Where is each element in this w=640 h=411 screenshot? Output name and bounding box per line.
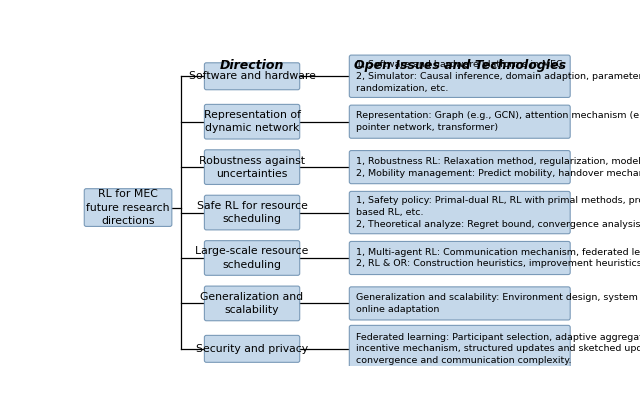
Text: Open Issues and Technologies: Open Issues and Technologies	[354, 58, 566, 72]
FancyBboxPatch shape	[204, 335, 300, 363]
FancyBboxPatch shape	[204, 63, 300, 90]
FancyBboxPatch shape	[349, 241, 570, 275]
Text: Federated learning: Participant selection, adaptive aggregation,
incentive mecha: Federated learning: Participant selectio…	[356, 332, 640, 365]
Text: 1, Multi-agent RL: Communication mechanism, federated learning
2, RL & OR: Const: 1, Multi-agent RL: Communication mechani…	[356, 247, 640, 268]
Text: Large-scale resource
scheduling: Large-scale resource scheduling	[195, 246, 308, 270]
FancyBboxPatch shape	[349, 150, 570, 184]
Text: Generalization and scalability: Environment design, system learning,
online adap: Generalization and scalability: Environm…	[356, 293, 640, 314]
FancyBboxPatch shape	[349, 326, 570, 372]
FancyBboxPatch shape	[204, 150, 300, 185]
Text: Security and privacy: Security and privacy	[196, 344, 308, 354]
FancyBboxPatch shape	[349, 55, 570, 97]
Text: 1, Robustness RL: Relaxation method, regularization, model estimation.
2, Mobili: 1, Robustness RL: Relaxation method, reg…	[356, 157, 640, 178]
FancyBboxPatch shape	[84, 189, 172, 226]
FancyBboxPatch shape	[204, 241, 300, 275]
FancyBboxPatch shape	[204, 104, 300, 139]
Text: Generalization and
scalability: Generalization and scalability	[200, 292, 303, 315]
FancyBboxPatch shape	[349, 192, 570, 234]
FancyBboxPatch shape	[204, 286, 300, 321]
FancyBboxPatch shape	[349, 105, 570, 138]
Text: Safe RL for resource
scheduling: Safe RL for resource scheduling	[196, 201, 307, 224]
Text: Direction: Direction	[220, 58, 284, 72]
Text: RL for MEC
future research
directions: RL for MEC future research directions	[86, 189, 170, 226]
Text: Software and hardware: Software and hardware	[189, 71, 316, 81]
Text: 1, Software and hardware platforms in MEC
2, Simulator: Causal inference, domain: 1, Software and hardware platforms in ME…	[356, 60, 640, 92]
Text: 1, Safety policy: Primal-dual RL, RL with primal methods, projection-
based RL, : 1, Safety policy: Primal-dual RL, RL wit…	[356, 196, 640, 229]
Text: Representation of
dynamic network: Representation of dynamic network	[204, 110, 301, 133]
FancyBboxPatch shape	[349, 287, 570, 320]
Text: Robustness against
uncertainties: Robustness against uncertainties	[199, 155, 305, 179]
Text: Representation: Graph (e.g., GCN), attention mechanism (e.g., RNN,
pointer netwo: Representation: Graph (e.g., GCN), atten…	[356, 111, 640, 132]
FancyBboxPatch shape	[204, 195, 300, 230]
